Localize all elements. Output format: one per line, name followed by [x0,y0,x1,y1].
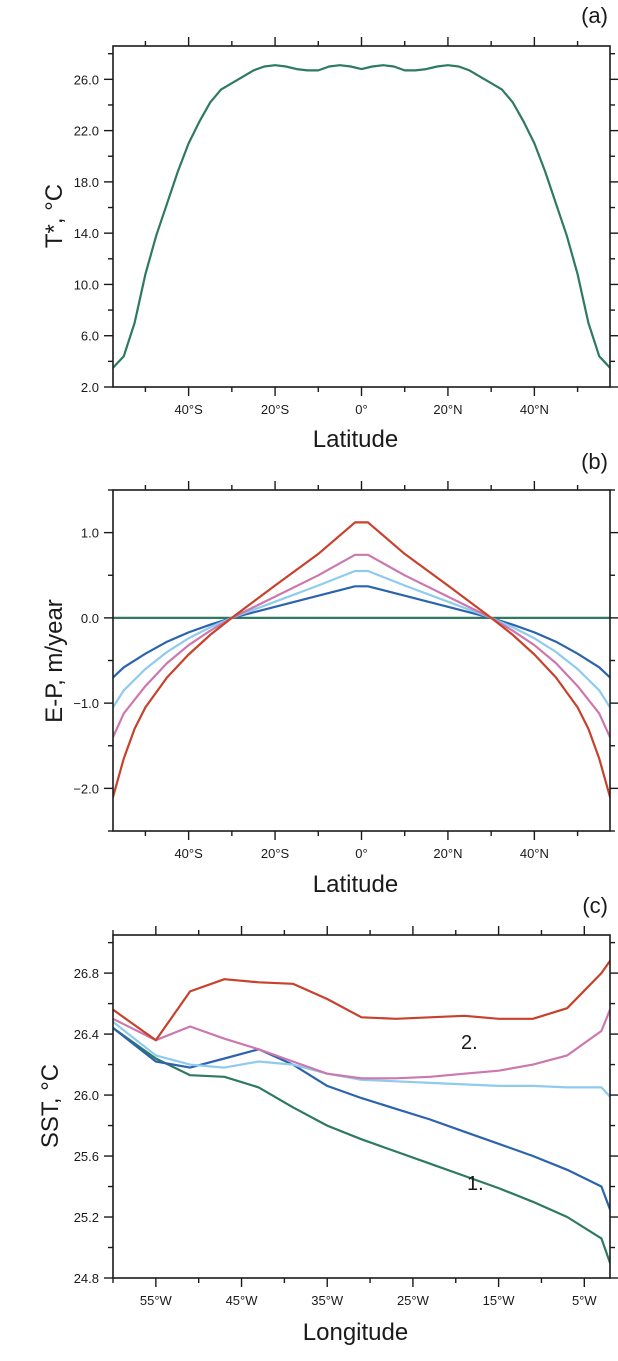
y-tick-label: 6.0 [81,329,99,344]
x-tick-label: 55°W [140,1293,173,1308]
panel-b: 40°S 20°S 0° 20°N 40°N −2.0 −1.0 0.0 1.0 Latitude… [41,449,618,898]
series-line-3 [113,569,610,709]
x-axis-title: Latitude [313,426,398,453]
plot-frame [112,934,611,1279]
y-tick-label: 24.8 [74,1271,99,1286]
y-tick-label: 26.0 [74,72,99,87]
x-tick-label: 5°W [572,1293,597,1308]
y-axis-title: T*, °C [41,184,68,248]
y-tick-label: 26.4 [74,1027,99,1042]
series-line-2 [113,1026,610,1211]
series-group [113,959,610,1264]
x-axis-title: Longitude [303,1319,408,1346]
y-tick-label: 22.0 [74,124,99,139]
series-line-2 [113,585,610,679]
y-axis-title: E-P, m/year [41,599,68,723]
y-tick-label: −1.0 [73,696,99,711]
x-tick-label: 45°W [226,1293,259,1308]
y-tick-label: 18.0 [74,175,99,190]
y-tick-label: 1.0 [81,526,99,541]
x-tick-label: 0° [355,402,367,417]
x-tick-label: 20°S [261,402,290,417]
y-tick-label: 0.0 [81,611,99,626]
plot-frame [112,45,611,388]
x-tick-label: 40°S [174,402,203,417]
series-line-4 [113,553,610,739]
y-tick-label: 10.0 [74,277,99,292]
series-line-1 [113,1026,610,1264]
series-line-5 [113,959,610,1042]
x-tick-label: 15°W [483,1293,516,1308]
series-line-5 [113,521,610,799]
curve-annotation: 1. [467,1173,484,1195]
curve-annotation: 2. [461,1032,478,1054]
y-tick-label: 26.8 [74,966,99,981]
panel-label: (b) [581,449,608,474]
y-tick-label: 25.6 [74,1149,99,1164]
plot-frame [112,489,611,832]
x-tick-label: 35°W [311,1293,344,1308]
y-tick-label: 2.0 [81,380,99,395]
series-group [113,64,610,369]
series-group [113,521,610,799]
x-tick-label: 25°W [397,1293,430,1308]
panel-label: (a) [581,3,608,28]
series-line-4 [113,1008,610,1080]
y-tick-label: 14.0 [74,226,99,241]
x-tick-label: 20°N [433,402,462,417]
y-axis-title: SST, °C [37,1064,64,1148]
panel-a: 40°S 20°S 0° 20°N 40°N 2.0 6.0 10.0 14.0 18.0 22.0… [41,3,618,453]
x-tick-label: 20°N [433,846,462,861]
series-line-1 [113,64,610,369]
panel-label: (c) [582,893,608,918]
panel-c: 55°W 45°W 35°W 25°W 15°W 5°W 24.8 25.2 25.6 26.0 2… [37,893,618,1346]
x-tick-label: 20°S [261,846,290,861]
x-tick-label: 40°S [174,846,203,861]
x-tick-label: 40°N [520,846,549,861]
series-line-3 [113,1020,610,1098]
y-tick-label: 26.0 [74,1088,99,1103]
x-axis-title: Latitude [313,871,398,898]
x-tick-label: 40°N [520,402,549,417]
y-tick-label: −2.0 [73,781,99,796]
y-tick-label: 25.2 [74,1210,99,1225]
x-tick-label: 0° [355,846,367,861]
